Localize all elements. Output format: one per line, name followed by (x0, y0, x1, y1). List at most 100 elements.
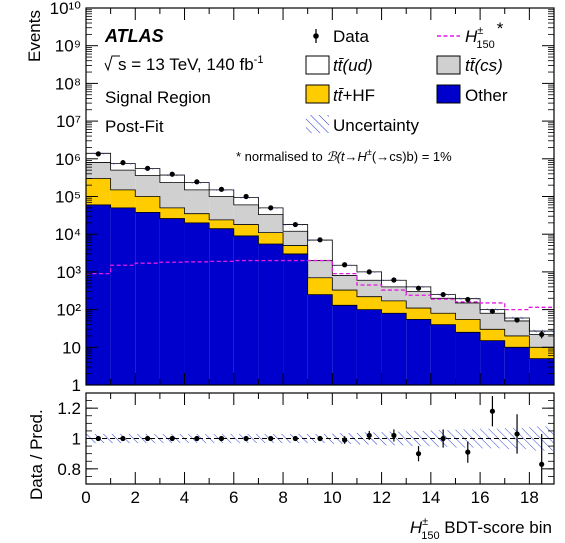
bar-other-bin-9 (307, 294, 333, 385)
ratio-point-bin-7 (268, 435, 274, 442)
svg-text:Data: Data (333, 27, 369, 46)
bar-cs-bin-14 (430, 298, 456, 314)
y-tick-label: 10⁷ (56, 112, 81, 131)
data-point-bin-9 (317, 237, 323, 243)
bar-cs-bin-4 (184, 189, 210, 214)
data-point-bin-8 (292, 221, 298, 228)
svg-text:tt̄+HF: tt̄+HF (333, 86, 375, 105)
bar-cs-bin-15 (455, 302, 481, 320)
ratio-point-bin-14 (440, 435, 446, 442)
bar-cs-bin-6 (233, 204, 259, 225)
y-tick-label: 10² (56, 301, 81, 320)
bar-cs-bin-18 (529, 334, 554, 348)
signal-curve (86, 259, 554, 311)
unc-bin-18 (529, 329, 554, 333)
y-tick-label: 1 (72, 376, 81, 395)
bar-hf-bin-14 (430, 313, 456, 325)
data-point-bin-11 (366, 269, 372, 275)
ratio-point-bin-0 (95, 435, 101, 442)
bar-other-bin-4 (184, 222, 210, 385)
bar-cs-bin-1 (110, 170, 136, 190)
legend-data: Data (313, 27, 369, 46)
bar-other-bin-18 (529, 358, 554, 385)
bar-ud-bin-12 (381, 280, 407, 287)
normalisation-note: * normalised to ℬ(t→H±(→cs)b) = 1% (236, 147, 452, 164)
y-tick-label: 10¹⁰ (50, 0, 82, 18)
ratio-point-bin-1 (120, 435, 126, 442)
bar-cs-bin-17 (504, 320, 530, 336)
bar-hf-bin-11 (356, 296, 382, 310)
ratio-point-bin-5 (218, 435, 225, 442)
outline-other (86, 204, 554, 385)
ratio-point-bin-9 (317, 435, 323, 442)
ratio-y-tick-label: 0.8 (57, 460, 81, 479)
data-point-bin-6 (243, 193, 249, 200)
svg-text:tt̄(cs): tt̄(cs) (465, 56, 503, 75)
stacked-histogram (86, 152, 554, 385)
data-point-bin-18 (539, 331, 545, 337)
bar-other-bin-14 (430, 324, 456, 385)
bar-hf-bin-3 (159, 207, 185, 219)
bar-cs-bin-7 (258, 214, 284, 233)
data-point-bin-2 (144, 165, 151, 171)
bar-ud-bin-10 (332, 265, 357, 276)
bar-cs-bin-16 (480, 313, 505, 330)
atlas-label: ATLAS (104, 26, 164, 46)
svg-text:Uncertainty: Uncertainty (333, 116, 419, 135)
legend-other: Other (436, 84, 508, 105)
bar-other-bin-7 (258, 243, 284, 385)
bar-ud-bin-2 (135, 168, 160, 176)
y-tick-label: 10⁵ (55, 188, 81, 207)
energy-text: s = 13 TeV, 140 fb-1 (118, 54, 263, 74)
x-tick-label: 6 (229, 488, 238, 507)
bar-cs-bin-5 (209, 196, 234, 220)
bar-other-bin-13 (406, 319, 431, 385)
data-point-bin-0 (95, 151, 101, 157)
bar-other-bin-2 (135, 212, 160, 385)
y-tick-label: 10 (62, 338, 81, 357)
bar-ud-bin-4 (184, 182, 210, 190)
x-tick-label: 16 (471, 488, 490, 507)
ratio-point-bin-4 (194, 435, 200, 442)
ratio-point-bin-10 (342, 437, 348, 443)
bar-hf-bin-5 (209, 219, 234, 229)
data-point-bin-10 (342, 262, 348, 268)
bar-other-bin-8 (283, 253, 308, 385)
y-tick-label: 10⁹ (55, 37, 81, 56)
legend-ttbar-hf: tt̄+HF (305, 84, 375, 105)
bar-ud-bin-3 (159, 175, 185, 183)
ratio-point-bin-15 (465, 449, 471, 455)
y-tick-label: 10⁴ (55, 225, 81, 244)
data-point-bin-3 (169, 171, 175, 177)
x-tick-label: 2 (131, 488, 140, 507)
bar-hf-bin-2 (135, 196, 160, 213)
data-point-bin-16 (489, 308, 496, 314)
fit-label: Post-Fit (105, 117, 164, 136)
x-tick-label: 18 (520, 488, 539, 507)
bar-hf-bin-15 (455, 319, 481, 333)
y-tick-label: 10⁸ (55, 74, 81, 93)
ratio-point-bin-11 (366, 432, 372, 439)
bar-other-bin-6 (233, 235, 259, 385)
y-tick-label: 10⁶ (55, 150, 81, 169)
bar-cs-bin-10 (332, 275, 357, 291)
bar-cs-bin-2 (135, 175, 160, 197)
bar-ud-bin-5 (209, 189, 234, 197)
legend-ttbar-cs: tt̄(cs) (436, 55, 503, 75)
ratio-point-bin-13 (415, 451, 422, 457)
svg-text:Other: Other (465, 86, 508, 105)
data-point-bin-5 (218, 186, 225, 192)
energy-label: s = 13 TeV, 140 fb-1 (104, 54, 263, 74)
bar-cs-bin-3 (159, 182, 185, 208)
ratio-y-axis-title: Data / Pred. (27, 409, 46, 500)
bar-hf-bin-4 (184, 213, 210, 223)
bar-other-bin-5 (209, 228, 234, 385)
outline-hf (86, 178, 554, 385)
y-tick-label: 10³ (56, 263, 81, 282)
bar-ud-bin-11 (356, 271, 382, 281)
data-point-bin-12 (391, 277, 397, 283)
svg-text:H±150*: H± 150* (465, 19, 504, 51)
bar-cs-bin-11 (356, 280, 382, 297)
x-tick-label: 12 (372, 488, 391, 507)
